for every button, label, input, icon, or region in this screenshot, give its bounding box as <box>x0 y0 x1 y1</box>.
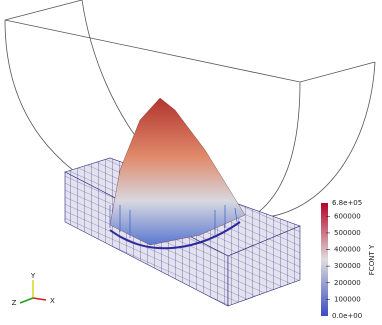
color-bar-tick-label: 400000 <box>334 246 361 254</box>
axes-triad <box>19 280 47 304</box>
color-bar-max: 6.8e+05 <box>332 199 362 207</box>
color-bar-tick-label: 100000 <box>334 295 361 303</box>
color-bar <box>321 203 328 316</box>
triad-z: Z <box>12 299 17 307</box>
bowl-outline <box>4 0 376 219</box>
triad-x: X <box>50 297 55 305</box>
color-bar-min: 0.0e+00 <box>332 312 362 320</box>
force-glyphs <box>109 97 246 246</box>
color-bar-title: FCONT Y <box>368 244 376 275</box>
color-bar-tick-label: 500000 <box>334 229 361 237</box>
color-bar-tick-label: 200000 <box>334 279 361 287</box>
color-bar-tick-label: 600000 <box>334 212 361 220</box>
glyph-arrows <box>109 205 238 238</box>
color-bar-tick-label: 300000 <box>334 262 361 270</box>
triad-y: Y <box>30 272 36 280</box>
